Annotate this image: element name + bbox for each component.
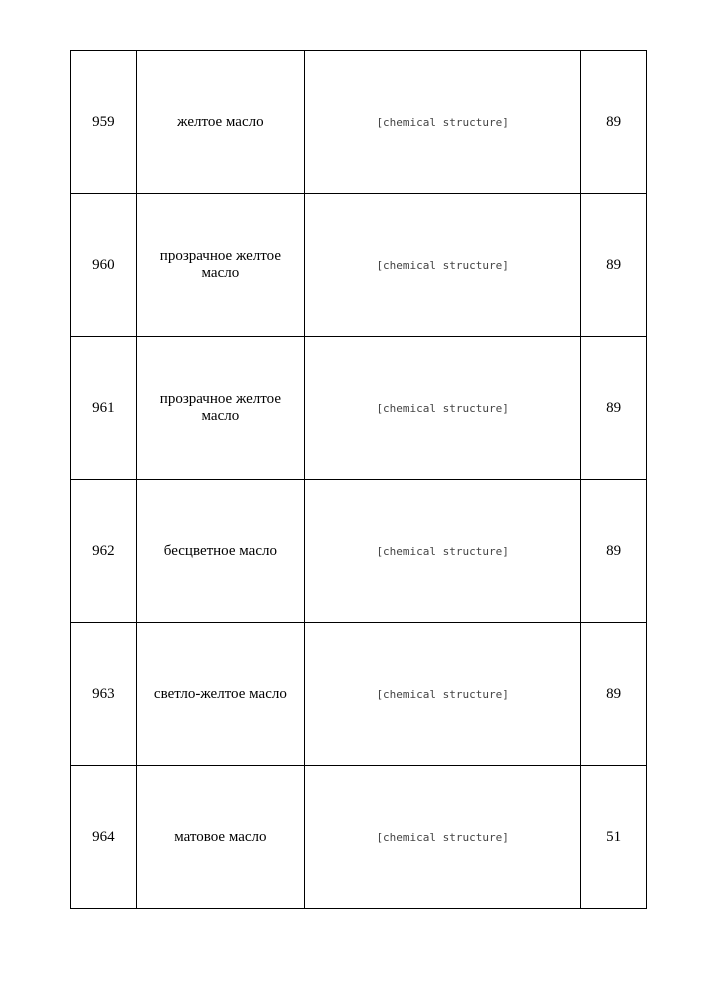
cell-value: 89 [581,337,647,480]
cell-value: 89 [581,623,647,766]
cell-value: 89 [581,194,647,337]
table-row: 964 матовое масло [chemical structure] 5… [71,766,647,909]
structure-placeholder: [chemical structure] [376,831,508,844]
cell-id: 959 [71,51,137,194]
structure-placeholder: [chemical structure] [376,402,508,415]
table-row: 963 светло-желтое масло [chemical struct… [71,623,647,766]
cell-description: матовое масло [136,766,304,909]
structure-placeholder: [chemical structure] [376,116,508,129]
cell-structure: [chemical structure] [305,480,581,623]
cell-description: прозрачное желтое масло [136,337,304,480]
compound-table: 959 желтое масло [chemical structure] 89… [70,50,647,909]
cell-description: светло-желтое масло [136,623,304,766]
cell-description: прозрачное желтое масло [136,194,304,337]
table-row: 961 прозрачное желтое масло [chemical st… [71,337,647,480]
structure-placeholder: [chemical structure] [376,259,508,272]
table-row: 960 прозрачное желтое масло [chemical st… [71,194,647,337]
cell-structure: [chemical structure] [305,337,581,480]
structure-placeholder: [chemical structure] [376,688,508,701]
cell-id: 963 [71,623,137,766]
cell-description: бесцветное масло [136,480,304,623]
page-container: 959 желтое масло [chemical structure] 89… [0,0,707,969]
structure-placeholder: [chemical structure] [376,545,508,558]
table-row: 959 желтое масло [chemical structure] 89 [71,51,647,194]
table-body: 959 желтое масло [chemical structure] 89… [71,51,647,909]
cell-value: 89 [581,480,647,623]
cell-structure: [chemical structure] [305,194,581,337]
cell-value: 51 [581,766,647,909]
cell-id: 962 [71,480,137,623]
cell-structure: [chemical structure] [305,623,581,766]
cell-structure: [chemical structure] [305,51,581,194]
cell-structure: [chemical structure] [305,766,581,909]
cell-id: 960 [71,194,137,337]
cell-id: 961 [71,337,137,480]
cell-value: 89 [581,51,647,194]
table-row: 962 бесцветное масло [chemical structure… [71,480,647,623]
cell-description: желтое масло [136,51,304,194]
cell-id: 964 [71,766,137,909]
